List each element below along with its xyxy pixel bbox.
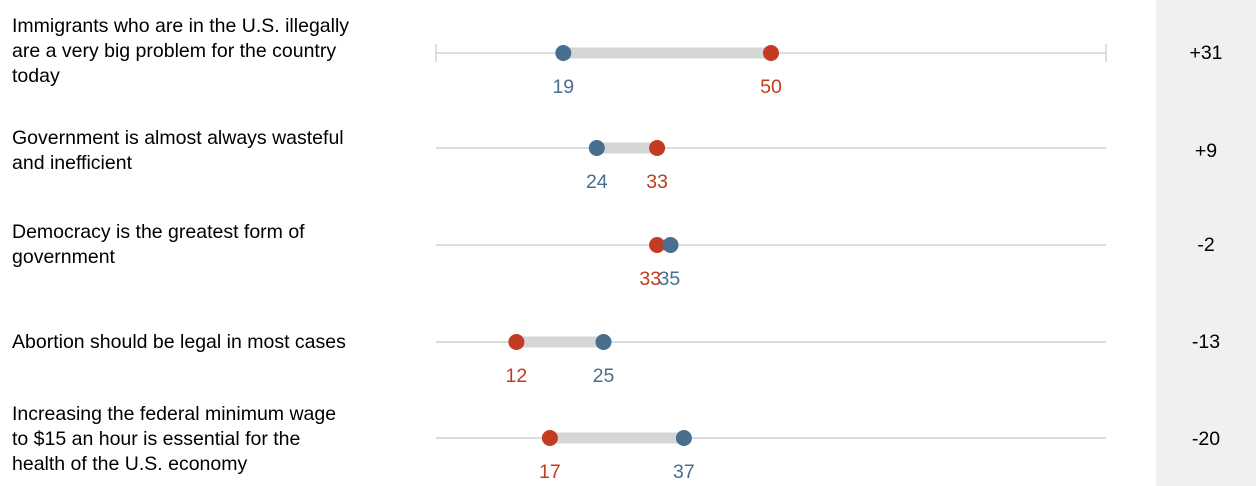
row-label-minimum-wage: Increasing the federal minimum wage to $… (12, 403, 337, 475)
dem-dot-immigration (555, 45, 572, 61)
diff-value-abortion: -13 (1191, 331, 1221, 353)
rep-value-label-abortion: 12 (506, 365, 528, 387)
dem-value-label-immigration: 19 (552, 76, 574, 98)
dem-value-label-government-wasteful: 24 (586, 171, 608, 193)
rep-dot-minimum-wage (541, 430, 558, 446)
rep-dot-abortion (508, 334, 525, 350)
rep-dot-government-wasteful (649, 140, 666, 156)
diff-value-minimum-wage: -20 (1191, 428, 1221, 450)
diff-value-government-wasteful: +9 (1194, 140, 1218, 162)
row-label-government-wasteful: Government is almost always wasteful and… (12, 127, 344, 174)
row-label-democracy: Democracy is the greatest form of govern… (12, 221, 305, 268)
dem-dot-minimum-wage (675, 430, 692, 446)
diff-value-immigration: +31 (1189, 42, 1223, 64)
rep-dot-immigration (763, 45, 779, 61)
row-label-abortion: Abortion should be legal in most cases (12, 331, 346, 353)
dem-dot-democracy (662, 237, 679, 253)
diff-value-democracy: -2 (1197, 234, 1215, 256)
rep-value-label-government-wasteful: 33 (646, 171, 668, 193)
dem-value-label-minimum-wage: 37 (673, 461, 695, 483)
row-label-immigration: Immigrants who are in the U.S. illegally… (12, 15, 350, 87)
rep-dot-democracy (649, 237, 666, 253)
difference-column (1156, 0, 1256, 486)
dem-dot-government-wasteful (588, 140, 605, 156)
rep-value-label-democracy: 33 (639, 268, 661, 290)
dem-value-label-democracy: 35 (659, 268, 681, 290)
rep-value-label-minimum-wage: 17 (539, 461, 561, 483)
dem-value-label-abortion: 25 (593, 365, 615, 387)
rep-value-label-immigration: 50 (760, 76, 782, 98)
dem-dot-abortion (595, 334, 612, 350)
